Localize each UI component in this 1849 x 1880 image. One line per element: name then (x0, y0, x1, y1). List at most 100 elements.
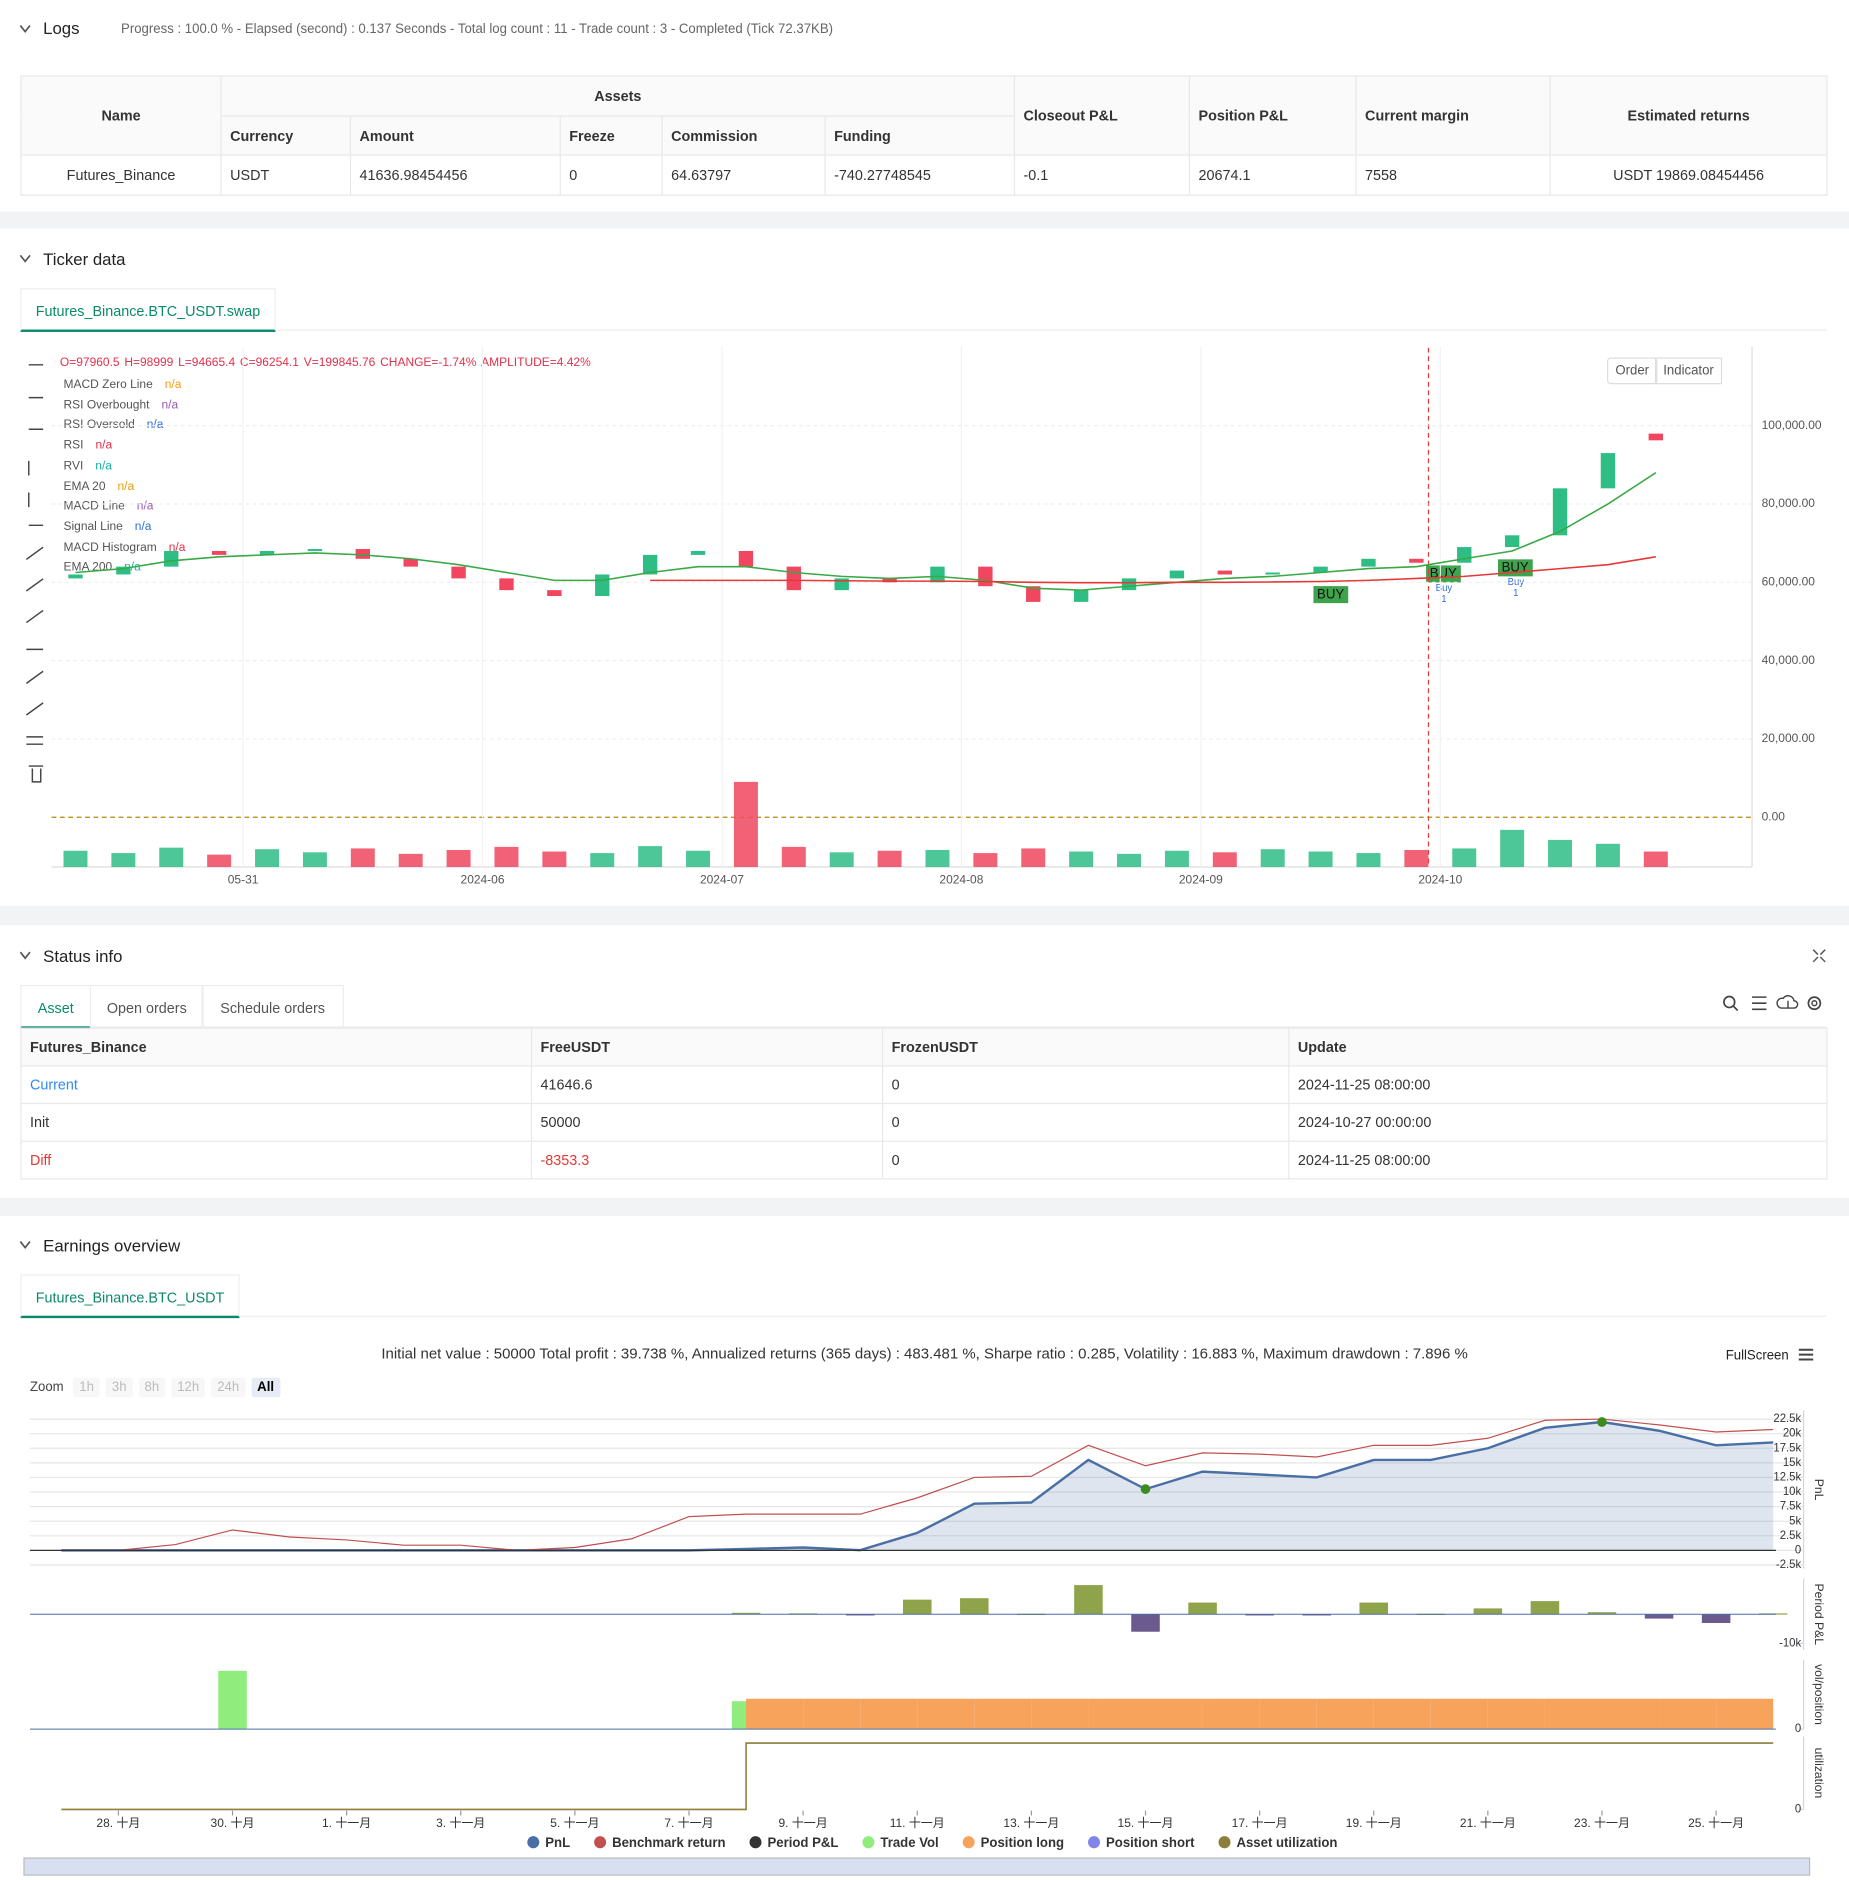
status-table: Futures_Binance FreeUSDT FrozenUSDT Update … (20, 1027, 1828, 1180)
y-tick-label: 7.5k (1780, 1501, 1802, 1513)
volume-bar (111, 853, 136, 868)
legend-value: n/a (168, 540, 186, 555)
volume-bar (1643, 851, 1668, 868)
cell: 20674.1 (1188, 154, 1357, 196)
section-title: Logs (43, 18, 80, 38)
y-tick-label: 20k (1783, 1428, 1802, 1440)
y-tick-label: 100,000.00 (1762, 418, 1822, 432)
bar (218, 1670, 247, 1730)
legend-name: RSI Overbought (63, 398, 150, 412)
legend-symbol (862, 1836, 875, 1849)
bar (1074, 1585, 1103, 1615)
navigator[interactable] (23, 1857, 1811, 1876)
volume-bar (63, 850, 88, 868)
tab[interactable]: Futures_Binance.BTC_USDT (20, 1274, 240, 1319)
ohlc-item: H=98999 (124, 356, 174, 370)
zoom-button[interactable]: 8h (138, 1377, 166, 1398)
candle (355, 549, 370, 559)
candle (499, 578, 514, 591)
volume-bar (159, 847, 184, 868)
order-mark: Buy 1 (1436, 582, 1453, 604)
legend-item: EMA 20 n/a (64, 477, 186, 497)
legend-label[interactable]: Period P&L (767, 1835, 838, 1850)
x-tick-label: 11. 十一月 (890, 1816, 945, 1830)
collapse-icon[interactable] (17, 1238, 34, 1253)
zoom-button[interactable]: All (251, 1377, 281, 1398)
tab-bar (20, 288, 1827, 331)
legend-value: n/a (164, 378, 182, 392)
y-axis-title: vol/position (1812, 1664, 1826, 1725)
zoom-button[interactable]: 24h (211, 1377, 246, 1398)
position-band (1487, 1698, 1545, 1730)
collapse-icon[interactable] (17, 948, 34, 963)
collapse-icon[interactable] (17, 252, 34, 267)
legend-label[interactable]: Benchmark return (612, 1835, 725, 1850)
header-cell: Assets (220, 75, 1016, 117)
candle (307, 549, 323, 551)
menu-icon[interactable] (1798, 1347, 1815, 1362)
bar (1359, 1602, 1389, 1615)
legend-label[interactable]: Position short (1106, 1835, 1195, 1850)
zoom-button[interactable]: 1h (73, 1377, 100, 1398)
position-band (1659, 1698, 1717, 1730)
x-tick-label: 1. 十一月 (322, 1816, 371, 1830)
buy-signal: BUY (1313, 586, 1348, 604)
x-tick-label: 19. 十一月 (1346, 1816, 1402, 1830)
order-button[interactable]: Order (1607, 357, 1658, 385)
candle (547, 590, 562, 597)
assets-table: Name Assets Closeout P&L Position P&L Curren… (20, 75, 1828, 196)
candle (1361, 558, 1376, 567)
candle (1026, 586, 1041, 602)
cell: -8353.3 (530, 1140, 884, 1180)
x-tick-label: 9. 十一月 (779, 1816, 828, 1830)
candle (1313, 566, 1328, 573)
legend-symbol (594, 1836, 607, 1849)
y-tick-label: 0 (1795, 1723, 1801, 1735)
candle (642, 554, 658, 575)
legend-label[interactable]: Position long (981, 1835, 1064, 1850)
candle (1648, 433, 1663, 441)
volume-bar (255, 849, 280, 868)
x-tick-label: 2024-10 (1418, 873, 1462, 887)
candle (1169, 570, 1185, 579)
expand-icon[interactable] (1812, 948, 1826, 963)
legend-label[interactable]: PnL (545, 1835, 570, 1850)
y-tick-label: 60,000.00 (1762, 574, 1816, 588)
header-cell: Currency (220, 115, 352, 156)
y-tick-label: 0.00 (1762, 809, 1786, 823)
bar (1701, 1614, 1731, 1623)
fullscreen-button[interactable]: FullScreen (1725, 1348, 1789, 1364)
cell: 2024-11-25 08:00:00 (1288, 1065, 1828, 1105)
bar (1587, 1612, 1617, 1615)
legend-label[interactable]: Asset utilization (1236, 1835, 1337, 1850)
marker (1140, 1484, 1151, 1494)
indicator-button[interactable]: Indicator (1654, 357, 1723, 385)
header-cell: Position P&L (1188, 75, 1357, 156)
header-cell: Freeze (559, 115, 663, 156)
cell: 2024-11-25 08:00:00 (1288, 1140, 1828, 1180)
tab[interactable]: Futures_Binance.BTC_USDT.swap (20, 288, 276, 332)
volume-bar (1548, 839, 1573, 868)
indicator-legend: MACD Zero Line n/a RSI Overbought n/a RSI Ov… (64, 376, 186, 579)
legend-symbol (527, 1836, 540, 1849)
legend-value: n/a (134, 520, 152, 534)
legend-label[interactable]: Trade Vol (880, 1835, 938, 1850)
candle (930, 566, 945, 583)
header-cell: Amount (349, 115, 561, 156)
separator (0, 211, 1849, 229)
toolbar-icons[interactable] (1721, 993, 1826, 1012)
collapse-icon[interactable] (17, 22, 34, 37)
legend-name: RSI Oversold (63, 418, 135, 433)
position-band (803, 1698, 861, 1730)
position-band (1316, 1698, 1374, 1730)
zoom-button[interactable]: 3h (105, 1377, 133, 1398)
bar (1188, 1602, 1217, 1615)
volume-bar (302, 852, 327, 868)
zoom-button[interactable]: 12h (171, 1377, 206, 1398)
position-band (1373, 1698, 1431, 1730)
y-tick-label: 12.5k (1773, 1471, 1801, 1483)
y-tick-label: -2.5k (1776, 1559, 1802, 1571)
bar (960, 1598, 989, 1615)
y-tick-label: 5k (1789, 1515, 1801, 1527)
